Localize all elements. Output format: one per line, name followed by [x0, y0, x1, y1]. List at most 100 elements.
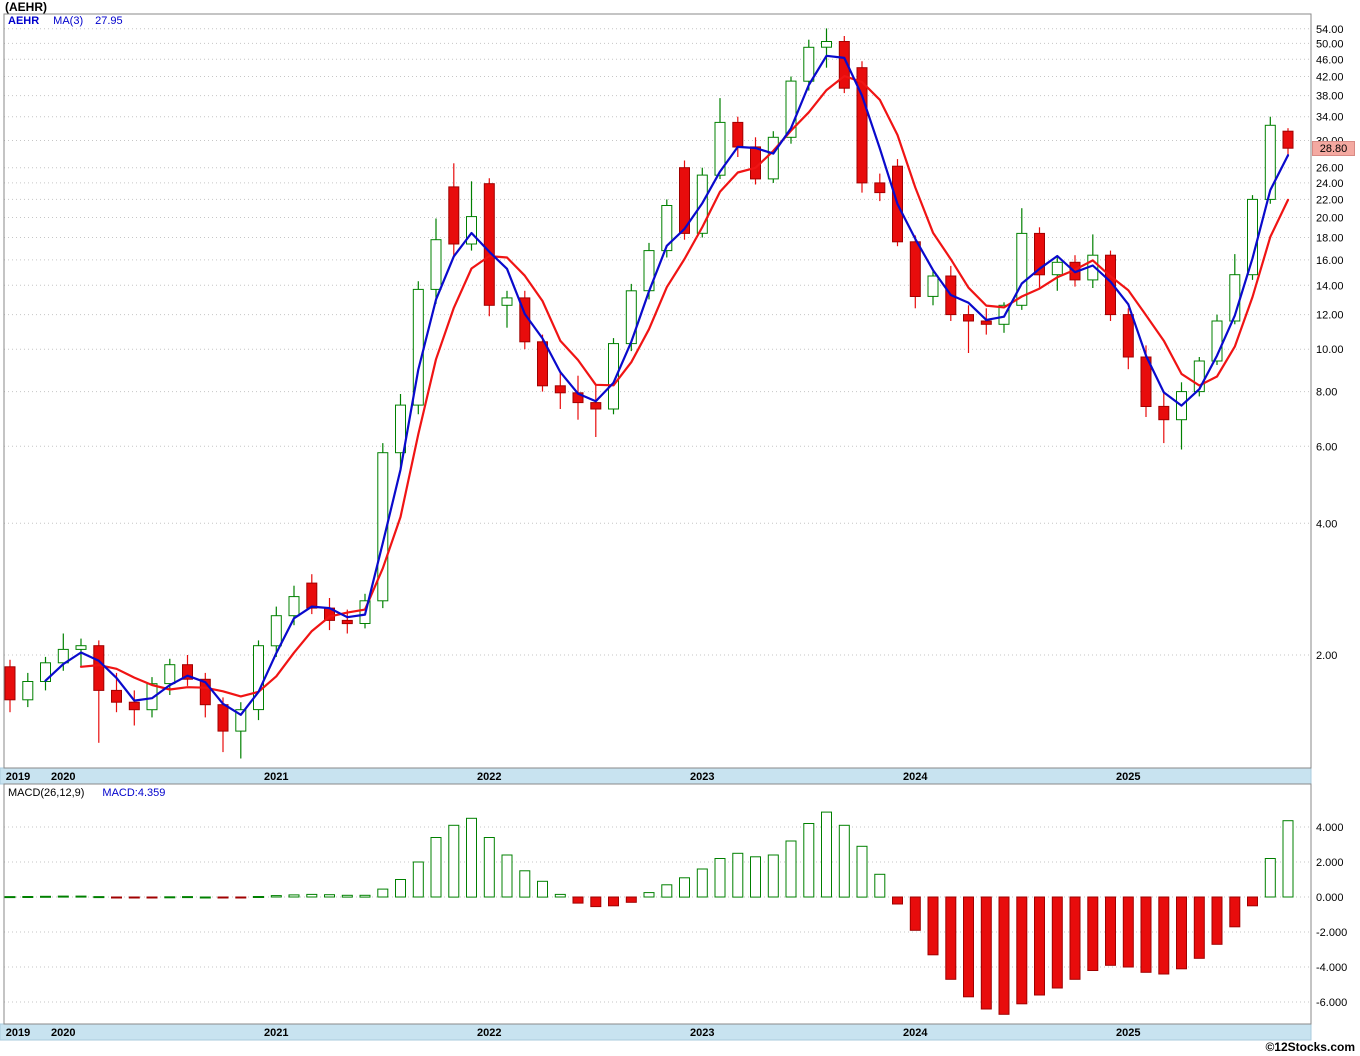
- candle-up: [288, 596, 300, 617]
- macd-bar-positive: [430, 837, 442, 898]
- macd-bar-negative: [608, 896, 619, 907]
- price-tick-label: 54.00: [1316, 24, 1344, 36]
- macd-bar-positive: [661, 884, 673, 898]
- candle-up: [767, 136, 779, 180]
- candle-up: [1264, 124, 1276, 200]
- year-label: 2021: [264, 1027, 288, 1039]
- macd-params-label: MACD(26,12,9): [8, 787, 85, 799]
- candle-up: [785, 80, 797, 138]
- macd-bar-negative: [217, 896, 229, 899]
- candle-down: [1122, 314, 1134, 358]
- candle-up: [803, 46, 815, 82]
- candle-down: [341, 619, 353, 625]
- macd-tick-label: 4.000: [1316, 822, 1344, 834]
- year-label: 2020: [51, 1027, 75, 1039]
- candle-down: [750, 146, 761, 180]
- candle-down: [537, 341, 548, 387]
- candle-up: [235, 709, 247, 732]
- macd-bar-positive: [732, 852, 744, 898]
- price-tick-label: 6.00: [1316, 441, 1337, 453]
- macd-tick-label: -4.000: [1316, 962, 1347, 974]
- candle-up: [146, 683, 158, 711]
- price-tick-label: 18.00: [1316, 233, 1344, 245]
- candle-up: [501, 297, 513, 306]
- candle-up: [1247, 198, 1258, 276]
- candle-up: [608, 343, 619, 410]
- candle-up: [466, 216, 477, 245]
- candle-down: [679, 167, 690, 234]
- candle-up: [253, 645, 264, 711]
- chart-title: (AEHR): [5, 0, 47, 14]
- macd-bar-positive: [4, 896, 16, 899]
- year-labels: 2019 2019 2020 2020 2021 2021 2022 2022 2023 2023…: [6, 771, 1141, 1039]
- macd-bar-negative: [1247, 896, 1258, 907]
- year-label: 2020: [51, 771, 75, 783]
- macd-bar-positive: [359, 894, 371, 898]
- macd-bar-positive: [288, 894, 300, 898]
- macd-bar-negative: [909, 896, 921, 931]
- candle-up: [164, 664, 176, 685]
- candle-down: [306, 582, 318, 609]
- price-tick-labels: 54.0050.0046.0042.0038.0034.0030.0026.00…: [1316, 24, 1344, 662]
- candle-up: [1211, 320, 1223, 362]
- candle-up: [1016, 232, 1028, 306]
- macd-bar-positive: [537, 880, 548, 898]
- macd-panel-border: [3, 783, 1312, 1025]
- candle-up: [625, 290, 637, 345]
- macd-bar-negative: [963, 896, 974, 998]
- macd-bar-negative: [1158, 896, 1170, 975]
- macd-bar-positive: [377, 888, 389, 898]
- candle-up: [1193, 360, 1205, 393]
- macd-bar-negative: [1229, 896, 1241, 928]
- candles: [4, 28, 1294, 759]
- macd-tick-label: 0.000: [1316, 892, 1344, 904]
- candle-down: [111, 689, 122, 703]
- candle-down: [1158, 405, 1170, 421]
- macd-bar-positive: [324, 894, 335, 898]
- macd-bar-positive: [856, 845, 868, 898]
- candle-down: [217, 704, 229, 732]
- year-label: 2019: [6, 1027, 30, 1039]
- candle-down: [554, 385, 566, 394]
- candle-down: [182, 664, 193, 680]
- macd-bar-positive: [164, 896, 176, 899]
- macd-bar-negative: [1211, 896, 1223, 945]
- candle-down: [93, 645, 105, 691]
- macd-bar-negative: [892, 896, 903, 905]
- macd-bar-negative: [590, 896, 602, 908]
- macd-bar-positive: [306, 893, 318, 898]
- candle-up: [270, 615, 282, 647]
- year-band: [0, 767, 1312, 785]
- macd-bar-negative: [572, 896, 584, 904]
- macd-bar-negative: [128, 896, 140, 899]
- candle-up: [22, 681, 34, 701]
- macd-bar-positive: [199, 896, 211, 899]
- price-tick-label: 8.00: [1316, 387, 1337, 399]
- macd-bar-negative: [1087, 896, 1099, 971]
- price-tick-label: 4.00: [1316, 518, 1337, 530]
- year-label: 2021: [264, 771, 288, 783]
- candle-up: [430, 239, 442, 290]
- macd-bar-positive: [554, 893, 566, 898]
- macd-bar-positive: [874, 873, 886, 898]
- macd-bar-positive: [483, 837, 495, 898]
- macd-bar-positive: [466, 817, 477, 898]
- candle-up: [395, 404, 406, 454]
- candle-down: [199, 678, 211, 706]
- macd-tick-labels: 4.000 2.000 0.000 -2.000 -4.000 -6.000: [1316, 822, 1347, 1009]
- candle-down: [448, 186, 460, 245]
- macd-bar-negative: [945, 896, 957, 980]
- candle-down: [590, 402, 602, 410]
- macd-legend: MACD(26,12,9) MACD:4.359: [8, 787, 165, 799]
- macd-bar-positive: [803, 823, 815, 898]
- price-tick-label: 22.00: [1316, 194, 1344, 206]
- ma-slow-line: [79, 75, 1290, 698]
- candle-up: [927, 275, 939, 297]
- last-price-tag: 28.80: [1312, 141, 1355, 156]
- candle-down: [1282, 130, 1294, 149]
- candle-down: [128, 701, 140, 711]
- legend-ma-label: MA(3): [53, 15, 84, 27]
- candle-down: [838, 41, 850, 89]
